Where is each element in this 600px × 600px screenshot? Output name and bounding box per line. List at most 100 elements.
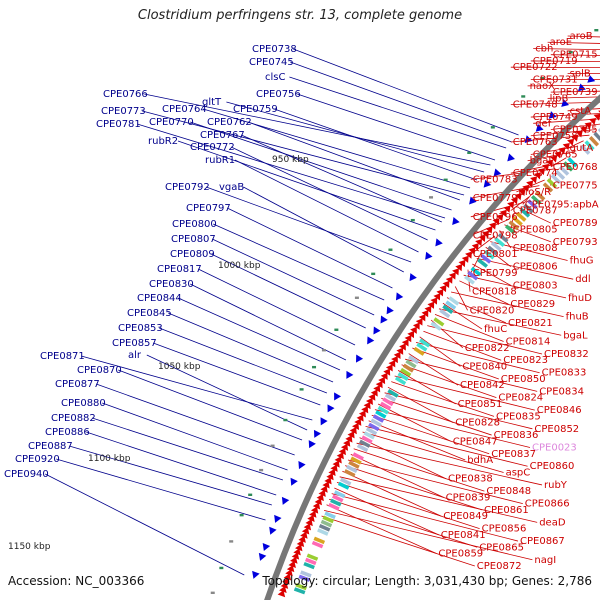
gene-label-right[interactable]: CPE0829 <box>510 299 555 310</box>
gene-label-right[interactable]: CPE0865 <box>479 542 524 553</box>
gene-label-right[interactable]: CPE0765 <box>533 149 578 160</box>
gene-label-right[interactable]: CPE0755 <box>553 125 598 136</box>
gene-label-right[interactable]: fhuG <box>570 255 594 266</box>
gene-label-right[interactable]: CPE0023 <box>532 443 577 454</box>
gene-label-right[interactable]: CPE0799 <box>473 268 518 279</box>
gene-label-left[interactable]: CPE0871 <box>40 351 85 362</box>
gene-label-left[interactable]: CPE0800 <box>172 219 217 230</box>
gene-label-left[interactable]: CPE0766 <box>103 89 148 100</box>
gene-label-right[interactable]: gutA <box>570 143 594 154</box>
gene-label-right[interactable]: CPE0783 <box>473 174 518 185</box>
gene-label-right[interactable]: CPE0832 <box>544 349 589 360</box>
gene-label-right[interactable]: naoX <box>530 81 556 92</box>
gene-label-left[interactable]: alr <box>128 350 142 361</box>
gene-label-right[interactable]: CPE0849 <box>443 511 488 522</box>
gene-label-right[interactable]: CPE0798 <box>473 231 518 242</box>
gene-label-left[interactable]: CPE0770 <box>149 117 194 128</box>
gene-label-left[interactable]: CPE0853 <box>118 323 163 334</box>
gene-label-right[interactable]: CPE0803 <box>513 280 558 291</box>
gene-label-left[interactable]: CPE0756 <box>256 89 301 100</box>
gene-label-right[interactable]: CPE0828 <box>455 418 500 429</box>
gene-label-left[interactable]: CPE0882 <box>51 413 96 424</box>
gene-label-right[interactable]: deaD <box>539 517 566 528</box>
gene-label-right[interactable]: CPE0787 <box>513 206 558 217</box>
gene-label-right[interactable]: aroB <box>570 31 593 42</box>
gene-label-left[interactable]: CPE0797 <box>186 203 231 214</box>
gene-label-right[interactable]: CPE0833 <box>542 368 587 379</box>
gene-label-left[interactable]: CPE0845 <box>127 308 172 319</box>
gene-label-left[interactable]: CPE0781 <box>96 119 141 130</box>
gene-label-left[interactable]: rubR2 <box>148 136 178 147</box>
gene-label-right[interactable]: CPE0758 <box>533 131 578 142</box>
gene-label-right[interactable]: lipB <box>550 93 569 104</box>
gene-label-right[interactable]: CPE0852 <box>534 424 579 435</box>
gene-label-right[interactable]: CPE0850 <box>501 374 546 385</box>
gene-label-right[interactable]: splB <box>570 68 591 79</box>
gene-label-right[interactable]: CPE0820 <box>470 305 515 316</box>
gene-label-right[interactable]: CPE0856 <box>482 524 527 535</box>
gene-label-right[interactable]: CPE0823 <box>503 355 548 366</box>
gene-label-right[interactable]: CPE0859 <box>438 549 483 560</box>
gene-label-right[interactable]: bdhA <box>467 455 493 466</box>
gene-label-left[interactable]: CPE0877 <box>55 379 100 390</box>
gene-label-right[interactable]: fhuD <box>568 293 592 304</box>
gene-label-right[interactable]: CPE0822 <box>465 343 510 354</box>
gene-label-right[interactable]: cbh <box>535 43 553 54</box>
gene-label-left[interactable]: CPE0844 <box>137 293 182 304</box>
gene-label-right[interactable]: CPE0840 <box>462 361 507 372</box>
gene-label-right[interactable]: CPE0715 <box>553 50 598 61</box>
gene-label-right[interactable]: cstA <box>570 106 592 117</box>
gene-label-right[interactable]: CPE0789 <box>553 218 598 229</box>
gene-label-right[interactable]: CPE0867 <box>520 536 565 547</box>
gene-label-left[interactable]: CPE0809 <box>170 249 215 260</box>
gene-label-right[interactable]: CPE0814 <box>506 337 551 348</box>
gene-label-right[interactable]: CPE0841 <box>441 530 486 541</box>
gene-label-left[interactable]: CPE0792 <box>165 182 210 193</box>
gene-label-right[interactable]: CPE0739 <box>553 87 598 98</box>
gene-label-right[interactable]: CPE0779 <box>473 193 518 204</box>
gene-label-left[interactable]: CPE0773 <box>101 106 146 117</box>
gene-label-right[interactable]: aroE <box>550 37 572 48</box>
gene-label-right[interactable]: CPE0722 <box>513 62 558 73</box>
gene-label-right[interactable]: nagI <box>534 555 556 566</box>
gene-label-right[interactable]: fhuC <box>484 324 507 335</box>
gene-label-left[interactable]: CPE0870 <box>77 365 122 376</box>
gene-label-left[interactable]: CPE0767 <box>200 130 245 141</box>
gene-label-left[interactable]: CPE0762 <box>207 117 252 128</box>
gene-label-left[interactable]: CPE0830 <box>149 279 194 290</box>
gene-label-right[interactable]: CPE0775 <box>553 181 598 192</box>
gene-label-right[interactable]: CPE0834 <box>539 386 584 397</box>
gene-label-right[interactable]: CPE0872 <box>477 561 522 572</box>
gene-label-right[interactable]: CPE0824 <box>498 393 543 404</box>
gene-label-right[interactable]: CPE0851 <box>458 399 503 410</box>
gene-label-left[interactable]: CPE0817 <box>157 264 202 275</box>
gene-label-left[interactable]: CPE0920 <box>15 454 60 465</box>
gene-label-left[interactable]: clsC <box>265 72 285 83</box>
gene-label-left[interactable]: CPE0772 <box>190 142 235 153</box>
gene-label-right[interactable]: bgaL <box>530 156 555 167</box>
gene-label-right[interactable]: bgaL <box>563 330 588 341</box>
gene-label-right[interactable]: CPE0835 <box>496 411 541 422</box>
gene-label-right[interactable]: pfoS/R <box>518 187 551 198</box>
gene-label-left[interactable]: rubR1 <box>205 155 235 166</box>
gene-label-left[interactable]: vgaB <box>219 182 244 193</box>
gene-label-right[interactable]: CPE0801 <box>473 249 518 260</box>
gene-label-right[interactable]: CPE0848 <box>486 486 531 497</box>
gene-label-right[interactable]: rubY <box>544 480 568 491</box>
gene-label-right[interactable]: CPE0847 <box>453 436 498 447</box>
gene-label-right[interactable]: CPE0808 <box>513 243 558 254</box>
gene-label-right[interactable]: fhuB <box>566 312 589 323</box>
gene-label-right[interactable]: CPE0861 <box>484 505 529 516</box>
gene-label-left[interactable]: CPE0880 <box>61 398 106 409</box>
gene-label-left[interactable]: CPE0764 <box>162 104 207 115</box>
gene-label-right[interactable]: CPE0806 <box>513 262 558 273</box>
gene-label-right[interactable]: CPE0774 <box>513 168 558 179</box>
gene-label-right[interactable]: CPE0846 <box>537 405 582 416</box>
gene-label-left[interactable]: CPE0759 <box>233 104 278 115</box>
gene-label-right[interactable]: CPE0795:apbA <box>525 199 599 210</box>
gene-label-left[interactable]: gltT <box>202 97 222 108</box>
gene-label-right[interactable]: CPE0749 <box>533 112 578 123</box>
gene-label-right[interactable]: CPE0837 <box>491 449 536 460</box>
gene-label-right[interactable]: def <box>535 118 552 129</box>
gene-label-right[interactable]: ddl <box>575 274 590 285</box>
